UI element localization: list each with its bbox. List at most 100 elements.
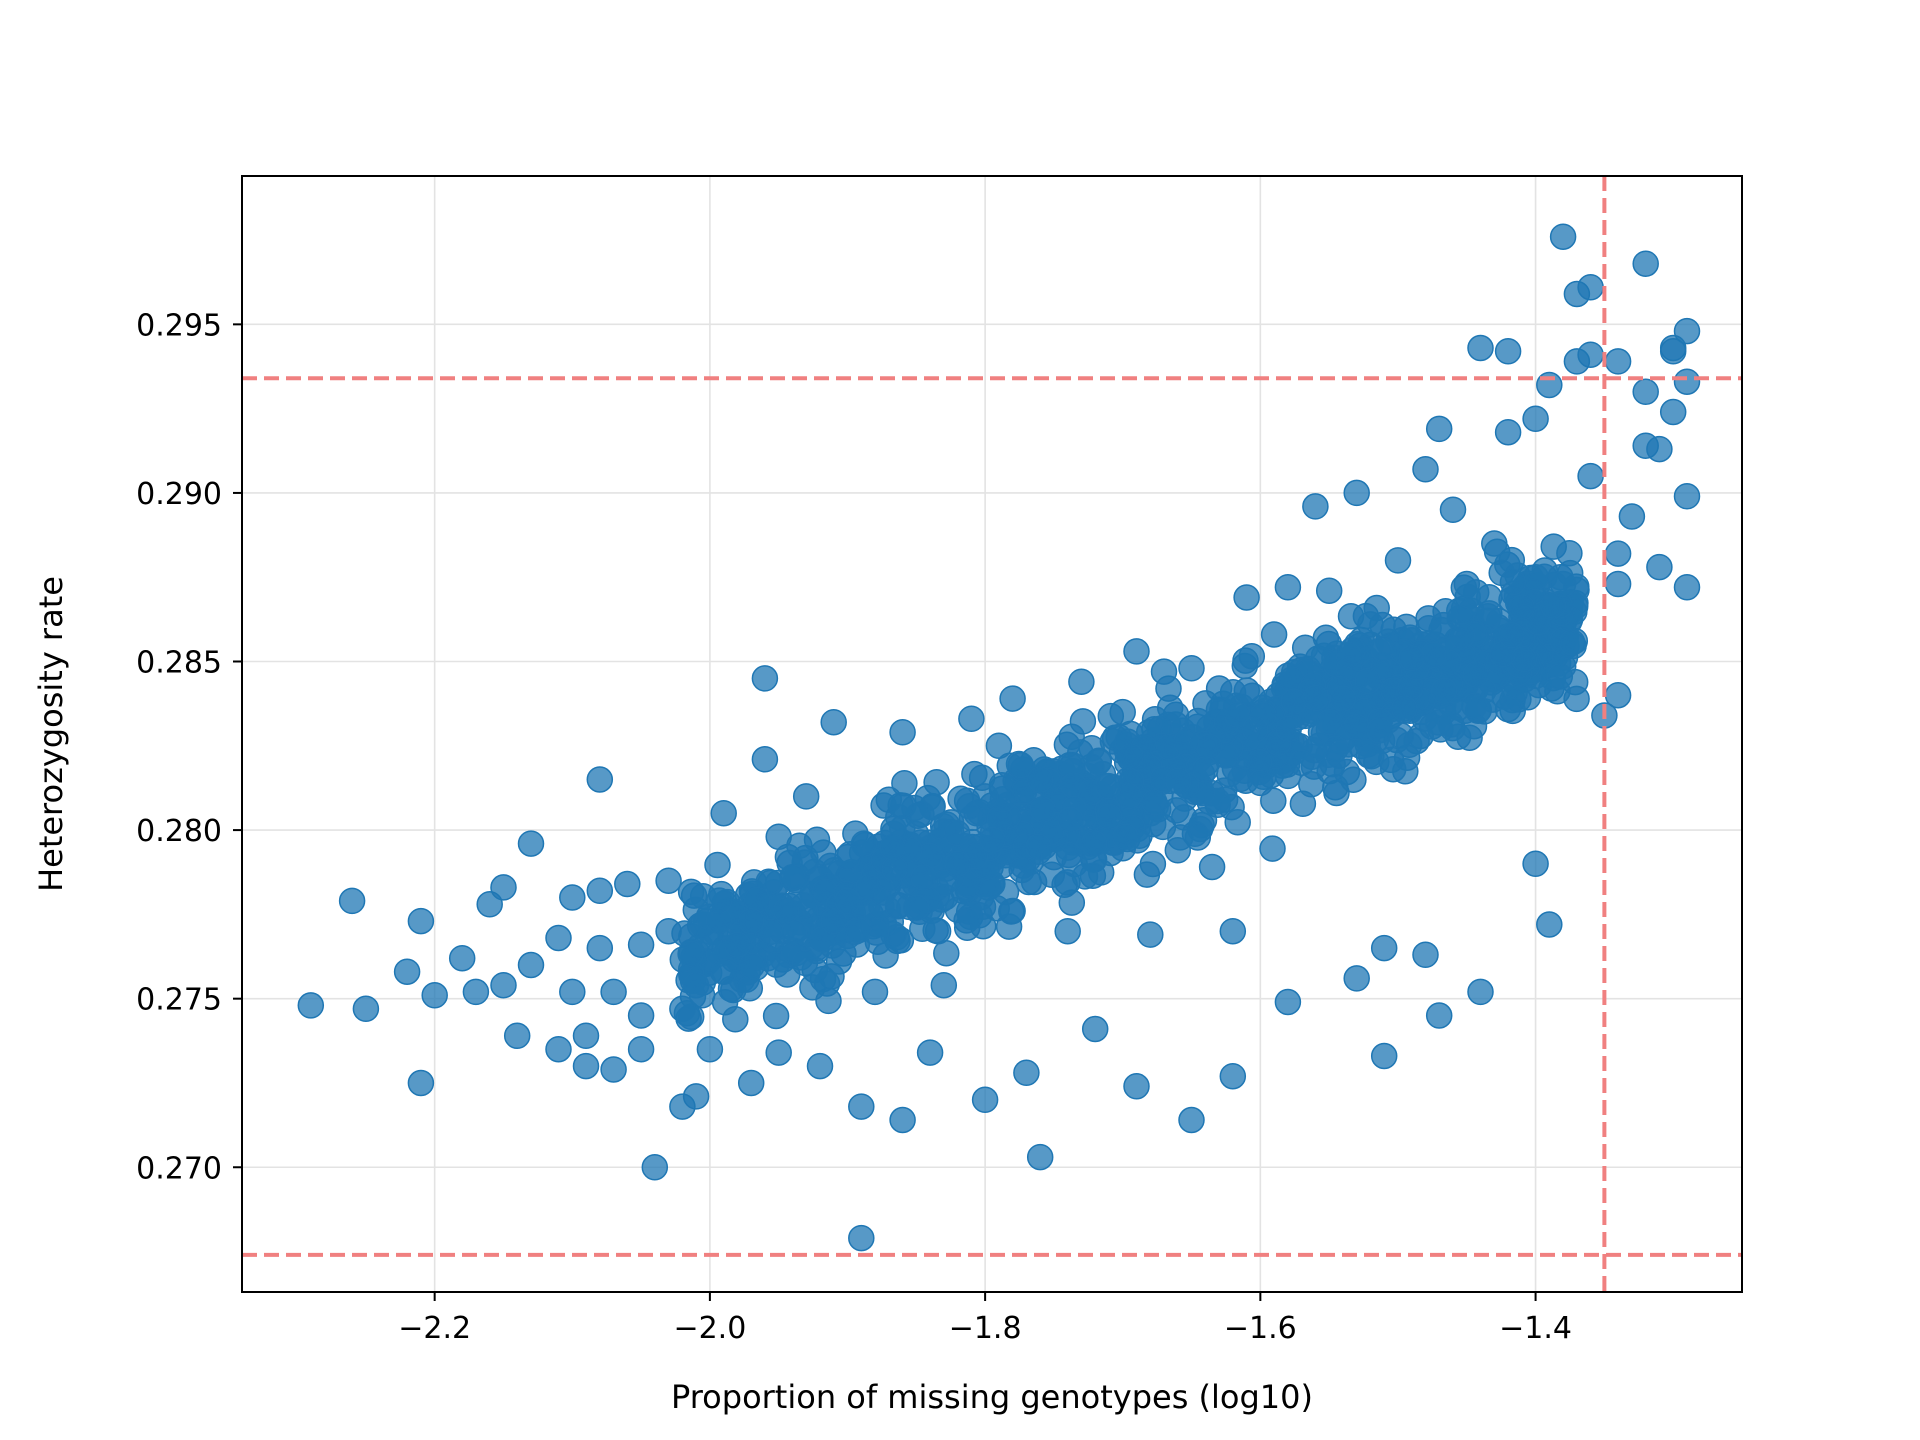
data-point [923, 768, 950, 796]
data-point [407, 907, 435, 935]
data-point [1461, 692, 1488, 719]
data-point [1165, 767, 1192, 795]
data-point [1109, 698, 1136, 726]
data-point [710, 799, 737, 827]
data-point [1632, 250, 1659, 277]
data-point [1198, 853, 1226, 881]
data-point [1604, 348, 1632, 375]
data-point [462, 978, 490, 1006]
data-point [1316, 708, 1343, 736]
data-point [1081, 830, 1108, 857]
data-point [1029, 796, 1056, 823]
data-point [1673, 483, 1701, 510]
data-point [1173, 729, 1200, 756]
data-point [1274, 988, 1302, 1016]
data-point [1322, 735, 1349, 762]
data-point [765, 823, 792, 851]
data-point [1499, 568, 1527, 596]
data-point [961, 760, 988, 788]
data-point [1494, 418, 1522, 446]
data-point [352, 995, 380, 1023]
data-point [1632, 378, 1659, 406]
y-tick-label: 0.285 [136, 646, 222, 681]
data-point [655, 867, 682, 894]
data-point [985, 732, 1013, 760]
data-point [669, 995, 696, 1023]
data-point [1398, 644, 1425, 672]
data-point [682, 1083, 710, 1110]
data-point [1659, 338, 1687, 365]
data-point [820, 708, 847, 736]
data-point [889, 1106, 916, 1134]
data-point [1467, 334, 1494, 362]
data-point [297, 992, 325, 1019]
grid-lines [242, 176, 1742, 1292]
x-tick-label: −2.2 [398, 1311, 471, 1346]
data-point [1150, 658, 1178, 685]
data-point [1498, 621, 1525, 649]
data-point [1412, 941, 1439, 969]
data-point [999, 897, 1026, 925]
data-point [1425, 415, 1453, 443]
data-point [806, 1052, 834, 1080]
data-point [1241, 716, 1269, 743]
data-point [1196, 733, 1223, 760]
data-point [627, 1002, 655, 1029]
data-point [813, 970, 841, 997]
data-point [393, 958, 421, 985]
data-point [1026, 1143, 1054, 1171]
data-point [1247, 769, 1274, 797]
data-point [792, 783, 820, 810]
data-point [772, 897, 800, 924]
data-point [1546, 663, 1574, 690]
threshold-lines [242, 176, 1742, 1292]
data-point [641, 1154, 669, 1181]
data-point [572, 1052, 600, 1080]
data-point [820, 907, 847, 935]
data-point [803, 826, 831, 854]
data-point [1071, 863, 1099, 890]
y-tick-label: 0.275 [136, 983, 222, 1018]
data-point [1275, 715, 1302, 743]
data-point [1354, 667, 1382, 695]
data-point [1224, 701, 1251, 728]
data-point [1343, 713, 1370, 741]
data-point [1673, 574, 1701, 601]
data-point [1357, 611, 1384, 638]
data-point [944, 850, 971, 878]
data-point [627, 931, 655, 958]
data-point [943, 819, 971, 847]
data-point [1343, 965, 1370, 992]
data-point [1604, 540, 1632, 567]
data-point [1117, 743, 1144, 770]
data-point [1370, 934, 1398, 962]
data-point [916, 1039, 944, 1066]
data-point [1219, 1062, 1247, 1090]
data-point [1054, 917, 1081, 945]
data-point [1430, 677, 1458, 704]
data-point [1095, 772, 1122, 800]
data-point [1218, 793, 1245, 821]
data-point [834, 887, 861, 915]
data-point [1123, 638, 1150, 665]
data-point [1178, 655, 1205, 682]
x-axis-label: Proportion of missing genotypes (log10) [671, 1378, 1313, 1416]
data-points [297, 223, 1701, 1252]
data-point [1379, 755, 1407, 783]
data-point [517, 951, 545, 979]
data-point [1604, 681, 1632, 709]
plot-frame [241, 175, 1743, 1293]
data-point [1156, 694, 1184, 722]
data-point [1302, 684, 1329, 712]
data-point [1467, 978, 1494, 1006]
data-point [1673, 368, 1701, 395]
data-point [736, 975, 764, 1002]
data-point [1358, 743, 1385, 770]
data-point [1260, 621, 1288, 648]
data-point [1238, 642, 1266, 670]
data-point [1536, 911, 1563, 938]
data-point [1205, 675, 1233, 702]
data-point [791, 949, 819, 977]
x-tick-label: −2.0 [673, 1311, 746, 1346]
